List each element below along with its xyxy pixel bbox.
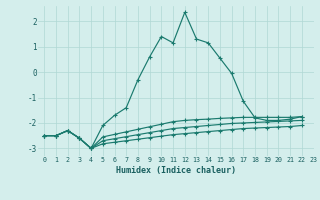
X-axis label: Humidex (Indice chaleur): Humidex (Indice chaleur) [116,166,236,175]
